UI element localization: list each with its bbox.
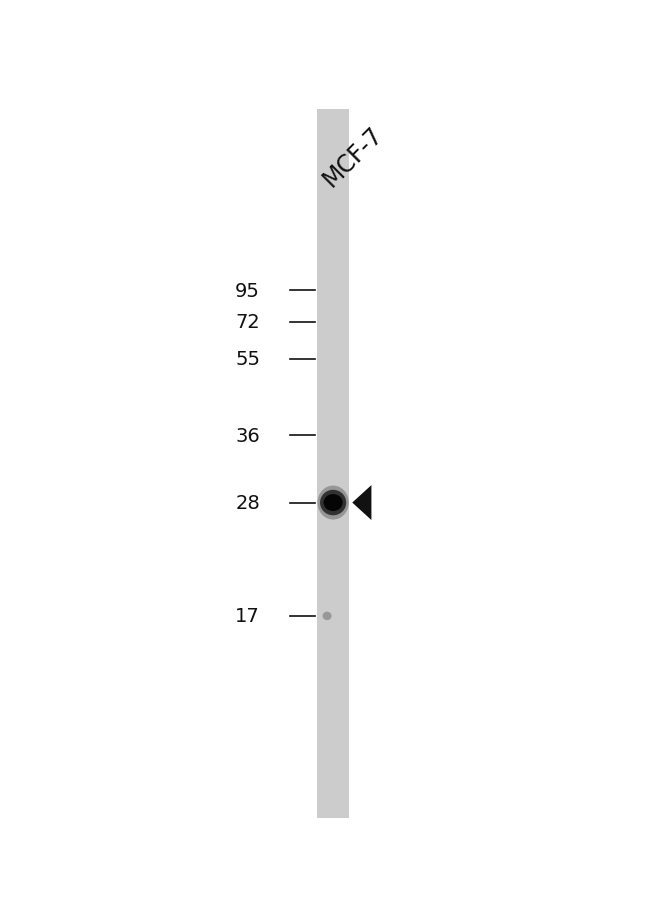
- Text: 55: 55: [235, 350, 260, 369]
- Text: 72: 72: [235, 313, 260, 332]
- Text: 28: 28: [235, 494, 260, 513]
- Ellipse shape: [320, 490, 346, 516]
- Text: 95: 95: [235, 281, 260, 301]
- Ellipse shape: [324, 494, 343, 512]
- Text: 36: 36: [235, 426, 260, 446]
- Ellipse shape: [322, 612, 332, 620]
- Bar: [317, 110, 350, 818]
- Text: 17: 17: [235, 607, 260, 626]
- Text: MCF-7: MCF-7: [318, 122, 388, 192]
- Ellipse shape: [317, 486, 349, 520]
- Polygon shape: [352, 485, 371, 520]
